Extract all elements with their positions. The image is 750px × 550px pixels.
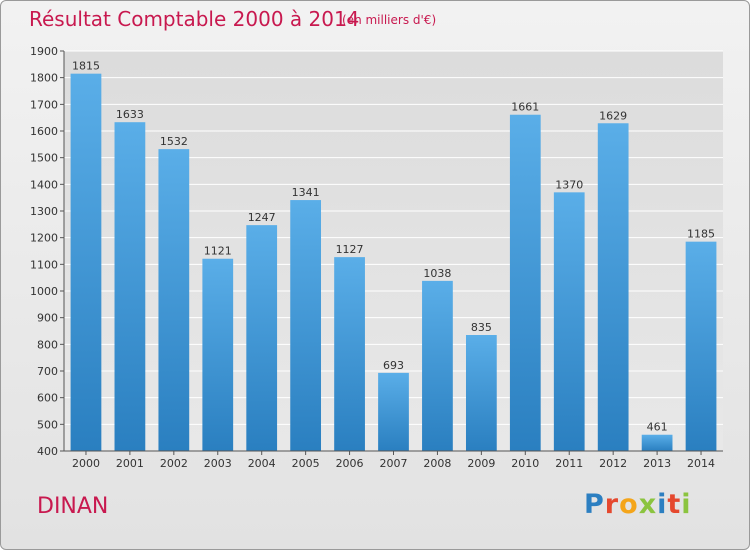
y-tick-label: 500 bbox=[37, 418, 58, 431]
x-tick-label: 2012 bbox=[599, 457, 627, 470]
bar-value-label: 835 bbox=[471, 321, 492, 334]
y-tick-label: 700 bbox=[37, 365, 58, 378]
y-tick-label: 1500 bbox=[30, 152, 58, 165]
chart-title: Résultat Comptable 2000 à 2014 bbox=[29, 7, 360, 31]
bar-value-label: 1629 bbox=[599, 109, 627, 122]
bar-value-label: 1815 bbox=[72, 60, 100, 73]
y-tick-label: 1900 bbox=[30, 45, 58, 58]
bar-value-label: 693 bbox=[383, 359, 404, 372]
y-tick-label: 1400 bbox=[30, 178, 58, 191]
bar bbox=[641, 434, 673, 451]
y-tick-label: 900 bbox=[37, 312, 58, 325]
bar-value-label: 1121 bbox=[204, 245, 232, 258]
y-tick-label: 1800 bbox=[30, 72, 58, 85]
bar bbox=[553, 192, 585, 452]
bar bbox=[597, 123, 629, 452]
y-tick-label: 1600 bbox=[30, 125, 58, 138]
bar-value-label: 461 bbox=[647, 421, 668, 434]
y-tick-label: 1300 bbox=[30, 205, 58, 218]
bar-value-label: 1038 bbox=[423, 267, 451, 280]
bar bbox=[158, 149, 190, 451]
bar bbox=[378, 372, 409, 451]
y-tick-label: 800 bbox=[37, 338, 58, 351]
bar bbox=[422, 280, 453, 451]
x-tick-label: 2003 bbox=[204, 457, 232, 470]
bar bbox=[685, 241, 717, 451]
x-tick-label: 2004 bbox=[248, 457, 276, 470]
y-tick-label: 1700 bbox=[30, 98, 58, 111]
proxiti-logo[interactable]: Proxiti bbox=[584, 489, 692, 520]
x-tick-label: 2006 bbox=[336, 457, 364, 470]
bar-value-label: 1127 bbox=[336, 243, 364, 256]
x-tick-label: 2001 bbox=[116, 457, 144, 470]
x-tick-label: 2011 bbox=[555, 457, 583, 470]
bar bbox=[465, 335, 497, 451]
x-tick-label: 2000 bbox=[72, 457, 100, 470]
chart-subtitle: (en milliers d'€) bbox=[342, 13, 437, 27]
bar-value-label: 1661 bbox=[511, 101, 539, 114]
bar bbox=[246, 225, 278, 451]
bar-value-label: 1370 bbox=[555, 178, 583, 191]
bar-value-label: 1532 bbox=[160, 135, 188, 148]
y-tick-label: 400 bbox=[37, 445, 58, 458]
x-tick-label: 2008 bbox=[423, 457, 451, 470]
bar-value-label: 1341 bbox=[292, 186, 320, 199]
bar bbox=[509, 114, 541, 451]
x-tick-label: 2007 bbox=[380, 457, 408, 470]
y-tick-label: 1000 bbox=[30, 285, 58, 298]
bar bbox=[202, 258, 234, 451]
x-tick-label: 2009 bbox=[467, 457, 495, 470]
x-tick-label: 2010 bbox=[511, 457, 539, 470]
city-name: DINAN bbox=[37, 494, 109, 519]
bar bbox=[70, 73, 102, 452]
x-tick-label: 2002 bbox=[160, 457, 188, 470]
bar bbox=[290, 200, 322, 451]
x-tick-label: 2013 bbox=[643, 457, 671, 470]
x-tick-label: 2005 bbox=[292, 457, 320, 470]
bar bbox=[334, 257, 365, 451]
bar-value-label: 1247 bbox=[248, 211, 276, 224]
bar bbox=[114, 122, 146, 451]
bar-value-label: 1185 bbox=[687, 228, 715, 241]
y-tick-label: 1100 bbox=[30, 258, 58, 271]
x-tick-label: 2014 bbox=[687, 457, 715, 470]
y-tick-label: 600 bbox=[37, 392, 58, 405]
y-tick-label: 1200 bbox=[30, 232, 58, 245]
bar-value-label: 1633 bbox=[116, 108, 144, 121]
